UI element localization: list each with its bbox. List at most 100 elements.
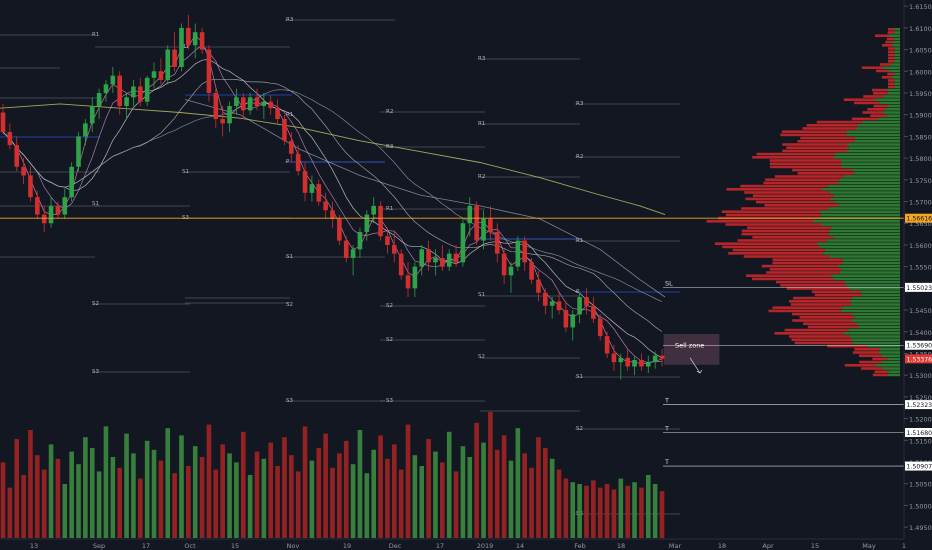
profile-bar-sell [761,264,838,268]
candle-body [591,305,596,319]
profile-bar-sell [784,328,849,332]
x-axis[interactable]: 13 Sep 17 Oct 15 Nov 19 Dec 17 2019 14 Feb 18 Mar 18 Ap… [30,542,906,550]
pivot-label: R1 [92,32,99,38]
pivot-label: P [286,159,290,165]
profile-bar-buy [885,108,900,111]
candle-body [268,101,274,109]
profile-bar-sell [769,165,842,169]
profile-bar-sell [722,245,821,249]
profile-bar-buy [842,258,900,261]
profile-bar-sell [752,236,834,239]
profile-bar-sell [797,140,854,143]
y-axis-tick-label: 1.56500 [909,220,932,228]
profile-bar-sell [807,325,859,329]
price-label-badge [905,213,932,223]
profile-bar-sell [789,335,851,338]
profile-bar-buy [833,156,900,159]
y-axis-tick-label: 1.54000 [909,329,932,337]
profile-bar-buy [894,85,900,89]
candle-body [14,145,20,167]
profile-bar-sell [876,69,890,73]
volume-bar [501,435,507,538]
candle-body [460,223,466,263]
volume-bar [103,426,109,538]
profile-bar-sell [728,252,823,255]
y-axis-tick-label: 1.57500 [909,177,932,185]
x-axis-tick-label: May [862,542,876,550]
volume-bar [144,440,150,538]
candle-body [337,218,342,241]
candle-body [131,86,136,98]
profile-bar-sell [873,92,888,95]
volume-bar [357,430,363,538]
profile-bar-sell [782,149,848,153]
profile-bar-sell [886,37,895,41]
volume-bars [0,412,665,538]
pivot-label: R1 [478,121,485,127]
profile-bar-buy [843,175,900,178]
candle-body [247,97,253,111]
profile-bar-sell [780,133,847,137]
profile-bar-buy [862,120,900,124]
volume-bar [96,471,102,538]
profile-bar-sell [794,341,853,345]
profile-bar-buy [875,364,900,367]
pivot-label: R1 [386,206,393,212]
profile-bar-sell [874,370,889,373]
profile-bar-buy [891,76,900,79]
x-axis-tick-label: 18 [718,542,726,550]
price-label-badge [905,400,932,410]
profile-bar-sell [786,146,849,149]
volume-bar [597,487,603,538]
profile-bar-sell [888,85,895,89]
volume-bar [137,478,143,538]
candle-body [385,236,390,245]
candle-body [213,93,219,120]
volume-bar [446,431,452,538]
candle-body [21,166,26,176]
profile-bar-sell [781,130,847,133]
y-axis-tick-label: 1.56000 [909,242,932,250]
sell-zone-label: Sell zone [675,341,704,349]
candle-body [158,71,164,80]
profile-bar-buy [887,88,900,92]
volume-profile [706,28,900,377]
volume-bar [165,428,171,538]
profile-bar-sell [774,175,844,178]
profile-bar-buy [853,140,900,143]
profile-bar-buy [883,95,900,98]
x-axis-tick-label: 17 [142,542,150,550]
profile-bar-sell [790,303,851,306]
profile-bar-buy [882,367,900,370]
profile-bar-sell [872,373,888,377]
pivot-label: S2 [386,303,393,309]
candle-body [412,266,418,289]
trade-level-label: T [664,397,669,405]
profile-bar-buy [894,72,900,76]
profile-bar-buy [894,60,900,63]
profile-bar-sell [763,181,839,185]
profile-bar-buy [894,82,900,85]
profile-bar-sell [782,143,848,146]
profile-bar-sell [766,271,840,274]
profile-bar-buy [833,194,900,197]
candle-body [474,205,479,241]
volume-bar [323,433,328,538]
volume-bar [543,448,548,538]
profile-bar-buy [881,354,900,357]
profile-bar-buy [841,165,900,169]
candle-body [41,214,47,224]
profile-bar-sell [872,357,888,361]
volume-bar [371,449,376,538]
profile-bar-buy [819,210,900,213]
candle-body [165,49,171,80]
profile-bar-sell [789,300,851,303]
pivot-label: R3 [478,56,486,62]
x-axis-tick-label: Apr [762,542,774,550]
profile-bar-buy [894,31,900,34]
candle-body [659,355,665,359]
profile-bar-buy [842,261,900,265]
x-axis-tick-label: 17 [436,542,444,550]
candle-body [295,153,301,172]
volume-bar [570,482,576,538]
